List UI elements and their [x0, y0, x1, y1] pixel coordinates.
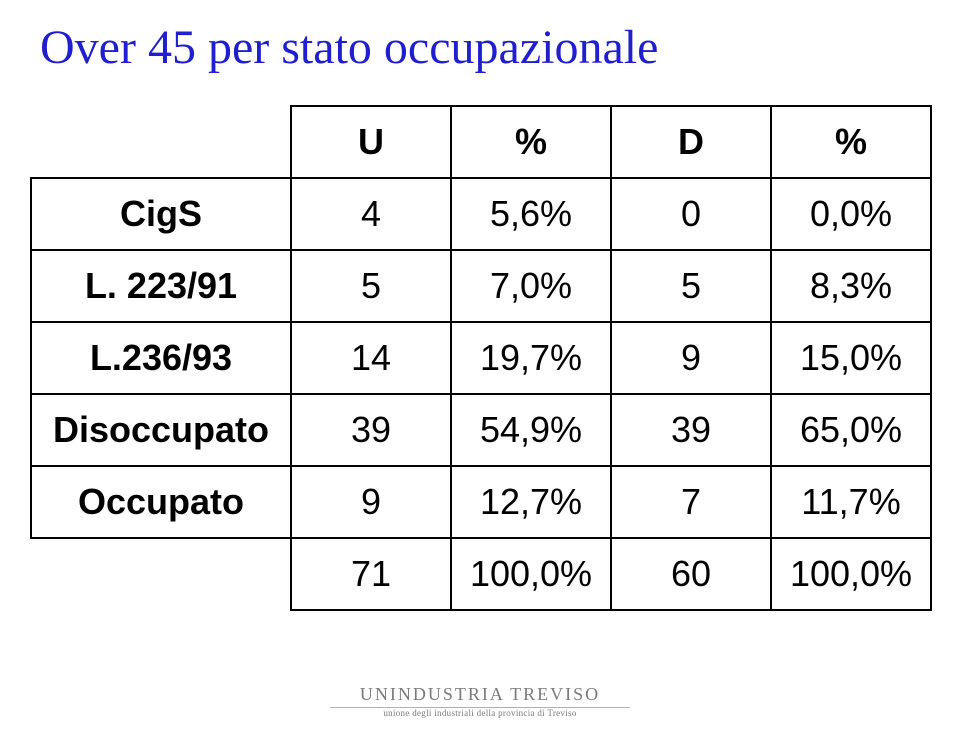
header-blank: [31, 106, 291, 178]
footer-subtitle: unione degli industriali della provincia…: [330, 708, 630, 718]
cell-u: 14: [291, 322, 451, 394]
cell-dp: 11,7%: [771, 466, 931, 538]
cell-up: 19,7%: [451, 322, 611, 394]
row-label: Occupato: [31, 466, 291, 538]
header-u-pct: %: [451, 106, 611, 178]
table-header-row: U % D %: [31, 106, 931, 178]
cell-up: 12,7%: [451, 466, 611, 538]
table-row: Occupato 9 12,7% 7 11,7%: [31, 466, 931, 538]
cell-dp: 65,0%: [771, 394, 931, 466]
header-d-pct: %: [771, 106, 931, 178]
cell-d: 9: [611, 322, 771, 394]
cell-up: 7,0%: [451, 250, 611, 322]
row-label: CigS: [31, 178, 291, 250]
total-dp: 100,0%: [771, 538, 931, 610]
cell-d: 7: [611, 466, 771, 538]
cell-dp: 8,3%: [771, 250, 931, 322]
footer-logo: UNINDUSTRIA TREVISO unione degli industr…: [330, 684, 630, 718]
slide: Over 45 per stato occupazionale U % D % …: [0, 0, 960, 739]
total-up: 100,0%: [451, 538, 611, 610]
table-row: CigS 4 5,6% 0 0,0%: [31, 178, 931, 250]
footer-brand: UNINDUSTRIA TREVISO: [330, 684, 630, 705]
row-label: L.236/93: [31, 322, 291, 394]
cell-up: 54,9%: [451, 394, 611, 466]
footer: UNINDUSTRIA TREVISO unione degli industr…: [0, 684, 960, 721]
cell-u: 39: [291, 394, 451, 466]
cell-dp: 15,0%: [771, 322, 931, 394]
table-row: Disoccupato 39 54,9% 39 65,0%: [31, 394, 931, 466]
header-d: D: [611, 106, 771, 178]
table-totals-row: 71 100,0% 60 100,0%: [31, 538, 931, 610]
cell-u: 5: [291, 250, 451, 322]
header-u: U: [291, 106, 451, 178]
table-row: L.236/93 14 19,7% 9 15,0%: [31, 322, 931, 394]
total-u: 71: [291, 538, 451, 610]
cell-dp: 0,0%: [771, 178, 931, 250]
table-row: L. 223/91 5 7,0% 5 8,3%: [31, 250, 931, 322]
total-d: 60: [611, 538, 771, 610]
cell-up: 5,6%: [451, 178, 611, 250]
cell-d: 5: [611, 250, 771, 322]
occupational-status-table: U % D % CigS 4 5,6% 0 0,0% L. 223/91 5 7…: [30, 105, 932, 611]
cell-d: 39: [611, 394, 771, 466]
cell-u: 4: [291, 178, 451, 250]
row-label: Disoccupato: [31, 394, 291, 466]
totals-blank: [31, 538, 291, 610]
row-label: L. 223/91: [31, 250, 291, 322]
cell-d: 0: [611, 178, 771, 250]
slide-title: Over 45 per stato occupazionale: [40, 20, 930, 75]
cell-u: 9: [291, 466, 451, 538]
